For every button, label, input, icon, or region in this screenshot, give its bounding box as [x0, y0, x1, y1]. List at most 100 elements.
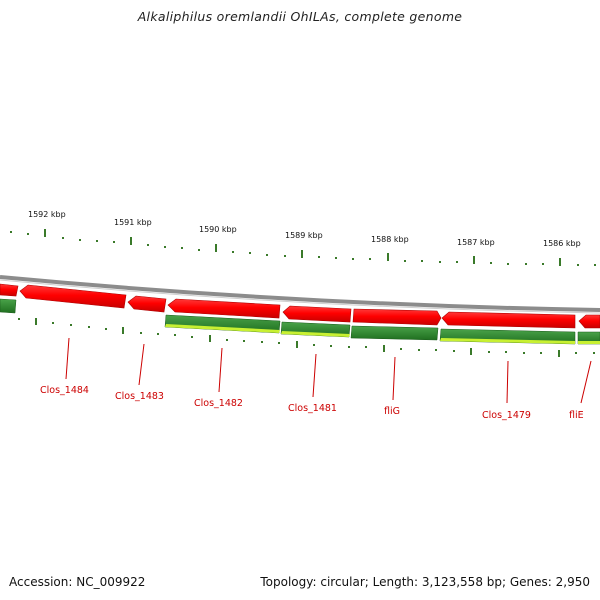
ruler-tick-major: [301, 250, 303, 258]
gc-band-track: [165, 324, 600, 344]
gene-label-flig[interactable]: fliG: [384, 406, 400, 417]
ruler-tick: [140, 332, 142, 334]
gc-band: [165, 324, 280, 333]
ruler-tick: [266, 254, 268, 256]
ruler-tick: [525, 263, 527, 265]
ruler-tick: [318, 256, 320, 258]
ruler-tick-major: [130, 237, 132, 245]
accession-info: Accession: NC_009922: [9, 575, 146, 589]
ruler-tick: [174, 334, 176, 336]
ruler-tick: [191, 336, 193, 338]
gene-arrow-reverse[interactable]: [441, 311, 576, 329]
ruler-tick: [96, 240, 98, 242]
ruler-tick-major: [559, 258, 561, 266]
ruler-tick: [435, 349, 437, 351]
ruler-tick: [348, 346, 350, 348]
ruler-tick: [278, 342, 280, 344]
gene-arrow-reverse[interactable]: [0, 283, 19, 297]
ruler-tick-major: [44, 229, 46, 237]
ruler-tick: [505, 351, 507, 353]
genome-backbone: [0, 275, 600, 312]
ruler-tick-major: [296, 341, 298, 348]
leader-line: [218, 347, 223, 393]
gc-band: [281, 331, 350, 337]
ruler-tick-major: [383, 345, 385, 352]
ruler-tick: [249, 252, 251, 254]
ruler-tick: [542, 263, 544, 265]
ruler-tick: [226, 339, 228, 341]
ruler-tick: [453, 350, 455, 352]
ruler-tick: [488, 351, 490, 353]
gene-label-clos-1479[interactable]: Clos_1479: [482, 410, 531, 421]
map-title: Alkaliphilus oremlandii OhILAs, complete…: [137, 9, 463, 24]
ruler-tick: [594, 264, 596, 266]
ruler-tick-major: [215, 244, 217, 252]
ruler-tick: [79, 239, 81, 241]
gene-arrow-forward[interactable]: [0, 298, 17, 314]
ruler-tick: [70, 324, 72, 326]
reverse-strand-track: [0, 283, 600, 329]
leader-line: [392, 356, 396, 401]
ruler-tick: [593, 352, 595, 354]
ruler-tick: [313, 344, 315, 346]
ruler-tick: [523, 352, 525, 354]
gene-arrow-reverse[interactable]: [578, 314, 600, 329]
gene-arrow-reverse[interactable]: [167, 298, 281, 319]
ruler-tick: [577, 264, 579, 266]
ruler-tick: [369, 258, 371, 260]
gene-arrow-reverse[interactable]: [127, 295, 167, 313]
gene-arrow-reverse[interactable]: [19, 284, 127, 309]
gene-label-clos-1483[interactable]: Clos_1483: [115, 391, 164, 402]
ruler-label-1590: 1590 kbp: [199, 225, 237, 234]
ruler-tick: [575, 352, 577, 354]
ruler-label-1588: 1588 kbp: [371, 235, 409, 244]
ruler-label-1587: 1587 kbp: [457, 238, 495, 247]
gc-band: [440, 338, 575, 344]
gene-label-clos-1481[interactable]: Clos_1481: [288, 403, 337, 414]
gene-arrow-reverse[interactable]: [282, 305, 352, 323]
ruler-tick: [284, 255, 286, 257]
ruler-tick: [421, 260, 423, 262]
ruler-tick: [243, 340, 245, 342]
gene-label-flie[interactable]: fliE: [569, 410, 584, 421]
genome-backbone-inner: [0, 279, 600, 314]
ruler-label-1592: 1592 kbp: [28, 210, 66, 219]
ruler-tick: [490, 262, 492, 264]
ruler-tick: [439, 261, 441, 263]
ruler-tick: [10, 231, 12, 233]
ruler-ticks-inner: [18, 318, 595, 357]
gc-band: [578, 341, 600, 344]
leader-line: [138, 343, 145, 386]
ruler-tick-major: [35, 318, 37, 325]
ruler-tick-major: [387, 253, 389, 261]
ruler-tick: [62, 237, 64, 239]
ruler-tick: [18, 318, 20, 320]
leader-line: [65, 337, 70, 380]
ruler-label-1586: 1586 kbp: [543, 239, 581, 248]
gene-arrow-reverse[interactable]: [352, 308, 442, 326]
ruler-tick: [27, 233, 29, 235]
ruler-tick: [261, 341, 263, 343]
ruler-tick: [400, 348, 402, 350]
ruler-tick: [404, 260, 406, 262]
ruler-tick: [352, 258, 354, 260]
ruler-tick: [456, 261, 458, 263]
ruler-tick: [147, 244, 149, 246]
ruler-tick: [164, 246, 166, 248]
gene-leader-lines: [65, 337, 592, 404]
ruler-tick-major: [209, 335, 211, 342]
gene-label-clos-1484[interactable]: Clos_1484: [40, 385, 89, 396]
ruler-tick: [88, 326, 90, 328]
gene-labels: Clos_1484 Clos_1483 Clos_1482 Clos_1481 …: [40, 385, 584, 421]
leader-line: [506, 360, 509, 404]
ruler-tick: [540, 352, 542, 354]
ruler-labels: 1592 kbp 1591 kbp 1590 kbp 1589 kbp 1588…: [28, 210, 581, 248]
gene-arrow-forward[interactable]: [350, 325, 439, 341]
ruler-tick: [418, 349, 420, 351]
gene-label-clos-1482[interactable]: Clos_1482: [194, 398, 243, 409]
ruler-tick: [335, 257, 337, 259]
ruler-tick-major: [470, 348, 472, 355]
ruler-tick: [181, 247, 183, 249]
ruler-tick-major: [558, 350, 560, 357]
ruler-tick: [198, 249, 200, 251]
